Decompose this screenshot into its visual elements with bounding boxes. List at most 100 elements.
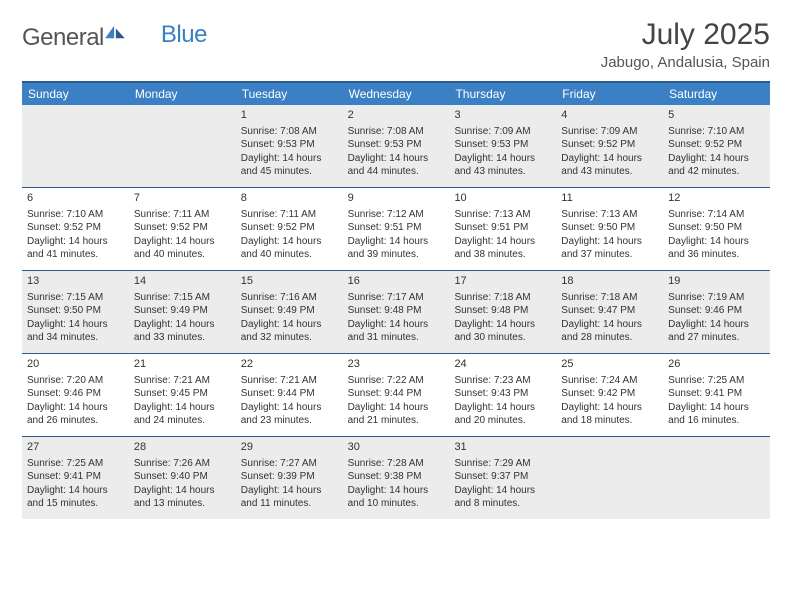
sunrise-line: Sunrise: 7:08 AM (348, 125, 445, 139)
calendar-cell: 27Sunrise: 7:25 AMSunset: 9:41 PMDayligh… (22, 437, 129, 519)
daylight-line: Daylight: 14 hours (454, 318, 551, 332)
calendar-cell: 2Sunrise: 7:08 AMSunset: 9:53 PMDaylight… (343, 105, 450, 187)
sunrise-line: Sunrise: 7:28 AM (348, 457, 445, 471)
daylight-line: Daylight: 14 hours (134, 484, 231, 498)
sunset-line: Sunset: 9:41 PM (27, 470, 124, 484)
daylight-line: Daylight: 14 hours (27, 318, 124, 332)
daylight-line: and 33 minutes. (134, 331, 231, 345)
sunset-line: Sunset: 9:51 PM (454, 221, 551, 235)
daylight-line: and 32 minutes. (241, 331, 338, 345)
sunrise-line: Sunrise: 7:27 AM (241, 457, 338, 471)
calendar-cell: 28Sunrise: 7:26 AMSunset: 9:40 PMDayligh… (129, 437, 236, 519)
daylight-line: Daylight: 14 hours (348, 484, 445, 498)
daylight-line: Daylight: 14 hours (241, 152, 338, 166)
calendar-cell: 21Sunrise: 7:21 AMSunset: 9:45 PMDayligh… (129, 354, 236, 436)
sunset-line: Sunset: 9:48 PM (454, 304, 551, 318)
sunset-line: Sunset: 9:42 PM (561, 387, 658, 401)
calendar-cell (22, 105, 129, 187)
daylight-line: Daylight: 14 hours (561, 318, 658, 332)
daylight-line: Daylight: 14 hours (241, 401, 338, 415)
page-title: July 2025 (601, 18, 770, 52)
sunrise-line: Sunrise: 7:15 AM (134, 291, 231, 305)
daylight-line: and 45 minutes. (241, 165, 338, 179)
daylight-line: and 30 minutes. (454, 331, 551, 345)
daylight-line: and 44 minutes. (348, 165, 445, 179)
sunset-line: Sunset: 9:50 PM (27, 304, 124, 318)
logo-word1: General (22, 24, 104, 52)
sunrise-line: Sunrise: 7:25 AM (668, 374, 765, 388)
daylight-line: and 8 minutes. (454, 497, 551, 511)
daylight-line: Daylight: 14 hours (134, 318, 231, 332)
calendar-cell: 5Sunrise: 7:10 AMSunset: 9:52 PMDaylight… (663, 105, 770, 187)
day-header: Tuesday (236, 83, 343, 105)
daylight-line: and 24 minutes. (134, 414, 231, 428)
daylight-line: and 11 minutes. (241, 497, 338, 511)
day-number: 28 (134, 440, 231, 455)
calendar-cell: 29Sunrise: 7:27 AMSunset: 9:39 PMDayligh… (236, 437, 343, 519)
week-row: 1Sunrise: 7:08 AMSunset: 9:53 PMDaylight… (22, 105, 770, 187)
calendar: SundayMondayTuesdayWednesdayThursdayFrid… (22, 81, 770, 519)
daylight-line: and 27 minutes. (668, 331, 765, 345)
day-number: 26 (668, 357, 765, 372)
day-number: 11 (561, 191, 658, 206)
sunset-line: Sunset: 9:53 PM (348, 138, 445, 152)
title-block: July 2025 Jabugo, Andalusia, Spain (601, 18, 770, 71)
calendar-cell: 3Sunrise: 7:09 AMSunset: 9:53 PMDaylight… (449, 105, 556, 187)
calendar-cell: 25Sunrise: 7:24 AMSunset: 9:42 PMDayligh… (556, 354, 663, 436)
sunset-line: Sunset: 9:52 PM (561, 138, 658, 152)
sunrise-line: Sunrise: 7:25 AM (27, 457, 124, 471)
sunrise-line: Sunrise: 7:10 AM (27, 208, 124, 222)
sunrise-line: Sunrise: 7:26 AM (134, 457, 231, 471)
sunrise-line: Sunrise: 7:21 AM (241, 374, 338, 388)
sunset-line: Sunset: 9:44 PM (348, 387, 445, 401)
sunrise-line: Sunrise: 7:29 AM (454, 457, 551, 471)
logo-word2: Blue (161, 21, 207, 49)
calendar-cell: 12Sunrise: 7:14 AMSunset: 9:50 PMDayligh… (663, 188, 770, 270)
day-number: 13 (27, 274, 124, 289)
day-number: 21 (134, 357, 231, 372)
daylight-line: and 16 minutes. (668, 414, 765, 428)
daylight-line: Daylight: 14 hours (27, 235, 124, 249)
calendar-cell: 8Sunrise: 7:11 AMSunset: 9:52 PMDaylight… (236, 188, 343, 270)
daylight-line: and 40 minutes. (241, 248, 338, 262)
daylight-line: and 42 minutes. (668, 165, 765, 179)
daylight-line: and 13 minutes. (134, 497, 231, 511)
sunset-line: Sunset: 9:52 PM (241, 221, 338, 235)
day-number: 22 (241, 357, 338, 372)
sunset-line: Sunset: 9:53 PM (454, 138, 551, 152)
daylight-line: Daylight: 14 hours (348, 235, 445, 249)
daylight-line: and 41 minutes. (27, 248, 124, 262)
day-number: 14 (134, 274, 231, 289)
sunset-line: Sunset: 9:46 PM (27, 387, 124, 401)
sunrise-line: Sunrise: 7:16 AM (241, 291, 338, 305)
calendar-cell: 10Sunrise: 7:13 AMSunset: 9:51 PMDayligh… (449, 188, 556, 270)
sunrise-line: Sunrise: 7:20 AM (27, 374, 124, 388)
daylight-line: and 18 minutes. (561, 414, 658, 428)
calendar-cell: 17Sunrise: 7:18 AMSunset: 9:48 PMDayligh… (449, 271, 556, 353)
sunset-line: Sunset: 9:39 PM (241, 470, 338, 484)
calendar-cell: 4Sunrise: 7:09 AMSunset: 9:52 PMDaylight… (556, 105, 663, 187)
sunrise-line: Sunrise: 7:22 AM (348, 374, 445, 388)
day-headers: SundayMondayTuesdayWednesdayThursdayFrid… (22, 83, 770, 105)
week-row: 6Sunrise: 7:10 AMSunset: 9:52 PMDaylight… (22, 187, 770, 270)
sunrise-line: Sunrise: 7:13 AM (454, 208, 551, 222)
day-number: 12 (668, 191, 765, 206)
day-header: Wednesday (343, 83, 450, 105)
day-number: 24 (454, 357, 551, 372)
week-row: 13Sunrise: 7:15 AMSunset: 9:50 PMDayligh… (22, 270, 770, 353)
daylight-line: Daylight: 14 hours (27, 401, 124, 415)
day-number: 6 (27, 191, 124, 206)
daylight-line: Daylight: 14 hours (561, 235, 658, 249)
daylight-line: and 39 minutes. (348, 248, 445, 262)
sunset-line: Sunset: 9:48 PM (348, 304, 445, 318)
sunset-line: Sunset: 9:51 PM (348, 221, 445, 235)
calendar-cell: 30Sunrise: 7:28 AMSunset: 9:38 PMDayligh… (343, 437, 450, 519)
day-header: Thursday (449, 83, 556, 105)
sunrise-line: Sunrise: 7:18 AM (561, 291, 658, 305)
day-number: 2 (348, 108, 445, 123)
sunrise-line: Sunrise: 7:14 AM (668, 208, 765, 222)
day-header: Monday (129, 83, 236, 105)
sunrise-line: Sunrise: 7:18 AM (454, 291, 551, 305)
day-number: 19 (668, 274, 765, 289)
daylight-line: Daylight: 14 hours (241, 235, 338, 249)
